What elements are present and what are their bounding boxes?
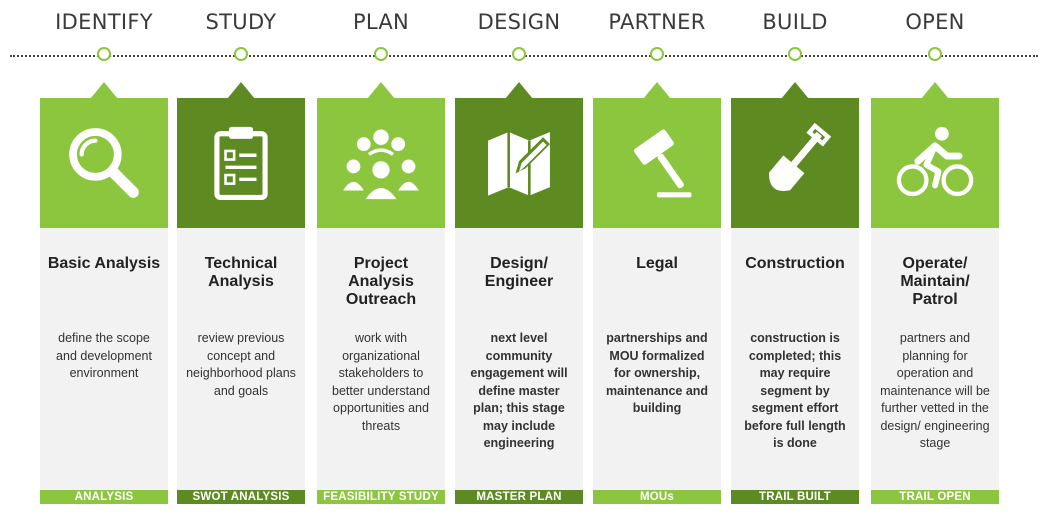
stage-label-build: BUILD (762, 10, 828, 34)
card-footer: TRAIL OPEN (871, 490, 999, 504)
card-pointer (643, 82, 671, 99)
card-pointer (921, 82, 949, 99)
card-description: partners and planning for operation and … (880, 331, 990, 450)
timeline-node (97, 47, 111, 61)
timeline-node (512, 47, 526, 61)
stage-card-plan: Project Analysis Outreach work with orga… (317, 82, 445, 504)
card-pointer (781, 82, 809, 99)
stage-label-open: OPEN (905, 10, 965, 34)
card-footer: MOUs (593, 490, 721, 504)
magnifier-icon (40, 98, 168, 228)
card-description: review previous concept and neighborhood… (186, 331, 296, 398)
group-icon (317, 98, 445, 228)
timeline-node (650, 47, 664, 61)
card-pointer (367, 82, 395, 99)
card-title: Basic Analysis (47, 255, 161, 272)
card-description: partnerships and MOU formalized for owne… (605, 331, 709, 415)
card-footer: ANALYSIS (40, 490, 168, 504)
stage-card-study: Technical Analysis review previous conce… (177, 82, 305, 504)
card-description: construction is completed; this may requ… (744, 331, 846, 450)
stage-label-identify: IDENTIFY (55, 10, 153, 34)
map-pencil-icon (455, 98, 583, 228)
stage-label-plan: PLAN (352, 10, 410, 34)
card-pointer (505, 82, 533, 99)
stage-card-open: Operate/ Maintain/ Patrol partners and p… (871, 82, 999, 504)
card-description: work with organizational stakeholders to… (332, 331, 430, 433)
card-title: Construction (745, 255, 845, 272)
card-footer: SWOT ANALYSIS (177, 490, 305, 504)
card-footer: MASTER PLAN (455, 490, 583, 504)
stage-label-partner: PARTNER (608, 10, 706, 34)
cyclist-icon (871, 98, 999, 228)
clipboard-icon (177, 98, 305, 228)
shovel-icon (731, 98, 859, 228)
card-title: Project Analysis Outreach (345, 255, 417, 308)
gavel-icon (593, 98, 721, 228)
card-description: define the scope and development environ… (56, 331, 152, 380)
card-description: next level community engagement will def… (470, 331, 568, 450)
stage-card-design: Design/ Engineer next level community en… (455, 82, 583, 504)
timeline-node (928, 47, 942, 61)
stage-card-build: Construction construction is completed; … (731, 82, 859, 504)
card-title: Legal (636, 255, 678, 272)
stage-card-partner: Legal partnerships and MOU formalized fo… (593, 82, 721, 504)
stage-card-identify: Basic Analysis define the scope and deve… (40, 82, 168, 504)
stage-label-design: DESIGN (477, 10, 561, 34)
timeline-node (234, 47, 248, 61)
timeline-node (374, 47, 388, 61)
card-title: Operate/ Maintain/ Patrol (900, 255, 970, 308)
card-footer: FEASIBILITY STUDY (317, 490, 445, 504)
card-pointer (90, 82, 118, 99)
card-title: Design/ Engineer (484, 255, 554, 290)
card-footer: TRAIL BUILT (731, 490, 859, 504)
card-title: Technical Analysis (204, 255, 278, 290)
stage-label-study: STUDY (205, 10, 277, 34)
timeline-node (788, 47, 802, 61)
card-pointer (227, 82, 255, 99)
